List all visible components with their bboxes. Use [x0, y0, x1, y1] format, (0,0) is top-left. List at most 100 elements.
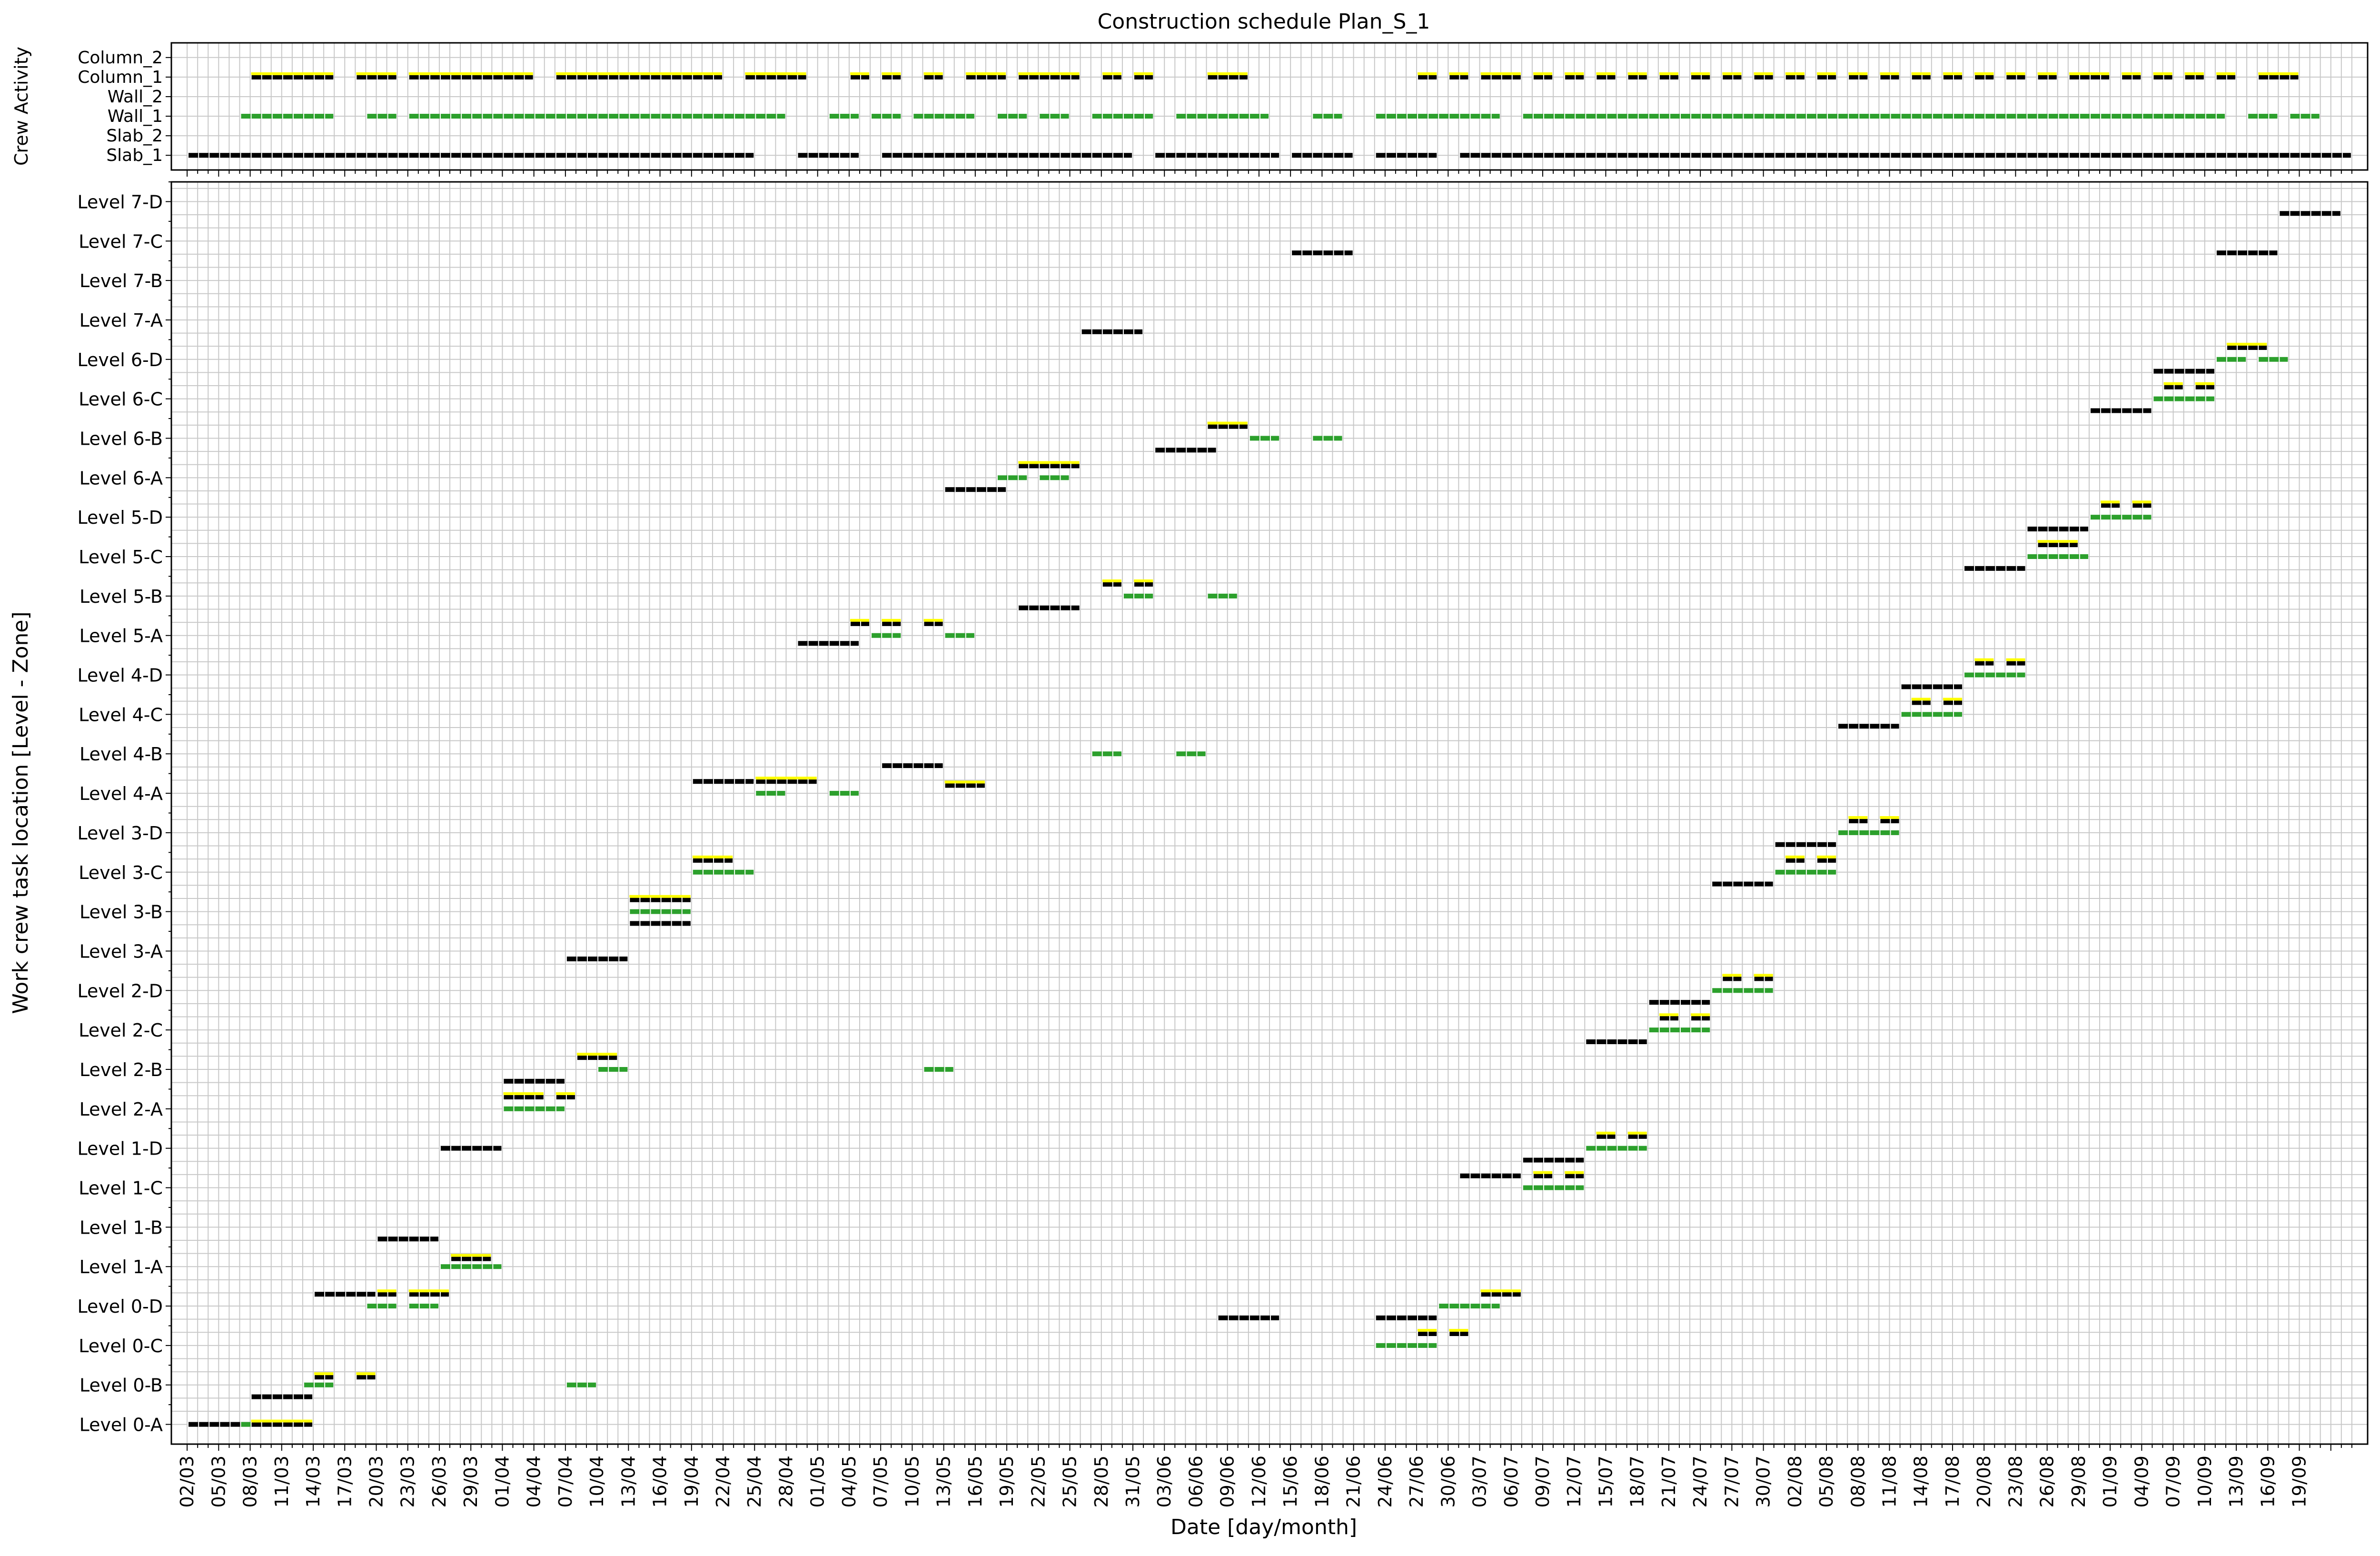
task-bar-stripe — [629, 895, 691, 898]
task-bar — [356, 1375, 376, 1380]
task-bar-stripe — [1848, 72, 1868, 75]
task-bar — [1901, 712, 1963, 717]
task-bar — [1627, 74, 1647, 80]
top-panel-x-ticks — [187, 170, 2352, 177]
task-bar-stripe — [1533, 72, 1553, 75]
task-bar — [1134, 582, 1153, 587]
task-bar — [1375, 1315, 1437, 1320]
x-tick-label: 16/09 — [2257, 1456, 2278, 1508]
main-panel-bars — [188, 211, 2340, 1427]
task-bar — [1816, 74, 1836, 80]
task-bar — [1691, 1016, 1710, 1021]
task-bar-stripe — [965, 72, 1006, 75]
x-tick-label: 13/09 — [2226, 1456, 2247, 1508]
task-bar — [1438, 1304, 1500, 1309]
task-bar — [2163, 384, 2183, 389]
task-bar — [1312, 436, 1342, 441]
y-tick-label: Level 0-B — [79, 1375, 163, 1396]
y-tick-label: Slab_2 — [106, 126, 163, 146]
task-bar — [1911, 74, 1931, 80]
y-tick-label: Level 2-A — [79, 1099, 163, 1120]
task-bar-stripe — [1449, 1329, 1468, 1332]
y-tick-label: Level 6-A — [79, 468, 163, 489]
x-tick-label: 03/07 — [1469, 1456, 1490, 1508]
x-tick-label: 12/06 — [1249, 1456, 1269, 1508]
task-bar — [1785, 858, 1805, 863]
task-bar-stripe — [1722, 72, 1742, 75]
task-bar-stripe — [1102, 579, 1121, 583]
task-bar — [408, 114, 785, 119]
task-bar — [1880, 818, 1899, 824]
task-bar — [240, 114, 334, 119]
task-bar — [850, 621, 870, 626]
task-bar — [576, 1055, 617, 1060]
task-bar-stripe — [2258, 72, 2299, 75]
y-tick-label: Level 7-C — [79, 231, 163, 252]
x-tick-label: 09/07 — [1532, 1456, 1553, 1508]
task-bar — [1901, 684, 1963, 689]
task-bar-stripe — [2006, 72, 2025, 75]
y-tick-label: Column_2 — [78, 48, 163, 68]
task-bar — [629, 909, 691, 914]
task-bar — [1459, 153, 2351, 158]
task-bar-stripe — [1659, 72, 1678, 75]
task-bar — [2027, 527, 2088, 532]
task-bar — [1459, 1173, 1521, 1178]
task-bar-stripe — [2184, 72, 2204, 75]
task-bar-stripe — [2037, 540, 2078, 543]
x-tick-label: 20/03 — [366, 1456, 387, 1508]
task-bar — [1722, 74, 1742, 80]
task-bar-stripe — [745, 72, 806, 75]
y-tick-label: Column_1 — [78, 68, 163, 87]
task-bar-stripe — [1418, 72, 1437, 75]
task-bar — [1375, 153, 1437, 158]
task-bar-stripe — [251, 1419, 313, 1423]
task-bar — [2216, 250, 2278, 256]
x-tick-label: 04/05 — [839, 1456, 860, 1508]
task-bar — [555, 74, 723, 80]
task-bar-stripe — [1722, 974, 1742, 977]
task-bar — [1291, 250, 1353, 256]
task-bar — [2153, 396, 2214, 401]
task-bar — [755, 791, 785, 796]
task-bar — [367, 114, 397, 119]
task-bar — [745, 74, 806, 80]
task-bar — [2226, 345, 2267, 350]
y-tick-label: Level 7-B — [79, 270, 163, 291]
task-bar — [923, 74, 943, 80]
task-bar-stripe — [1480, 1289, 1521, 1293]
task-bar — [850, 74, 870, 80]
task-bar — [1480, 1292, 1521, 1297]
x-tick-label: 17/08 — [1942, 1456, 1963, 1508]
task-bar — [755, 779, 817, 784]
task-bar — [1816, 858, 1836, 863]
task-bar-stripe — [755, 777, 817, 780]
task-bar — [1722, 976, 1742, 981]
x-tick-label: 07/05 — [870, 1456, 891, 1508]
task-bar — [566, 1382, 596, 1387]
task-bar-stripe — [2226, 342, 2267, 346]
task-bar — [882, 763, 943, 768]
task-bar-stripe — [923, 618, 943, 622]
y-tick-label: Wall_2 — [108, 87, 163, 107]
x-tick-label: 08/08 — [1847, 1456, 1868, 1508]
task-bar — [1691, 74, 1710, 80]
task-bar-stripe — [1102, 72, 1121, 75]
x-tick-label: 23/03 — [397, 1456, 418, 1508]
y-tick-label: Slab_1 — [106, 146, 163, 165]
task-bar — [923, 1067, 953, 1072]
y-tick-label: Level 4-D — [77, 665, 163, 686]
x-tick-label: 26/08 — [2037, 1456, 2058, 1508]
task-bar — [1249, 436, 1279, 441]
task-bar — [2090, 515, 2152, 520]
y-tick-label: Level 6-D — [77, 349, 163, 370]
x-tick-label: 28/05 — [1091, 1456, 1112, 1508]
task-bar — [1418, 1331, 1437, 1337]
x-tick-label: 30/07 — [1753, 1456, 1774, 1508]
task-bar — [1039, 475, 1069, 480]
task-bar — [1848, 74, 1868, 80]
task-bar — [1964, 672, 2025, 678]
task-bar — [1134, 74, 1153, 80]
task-bar-stripe — [1018, 72, 1080, 75]
top-panel-y-axis-label: Crew Activity — [11, 47, 32, 166]
